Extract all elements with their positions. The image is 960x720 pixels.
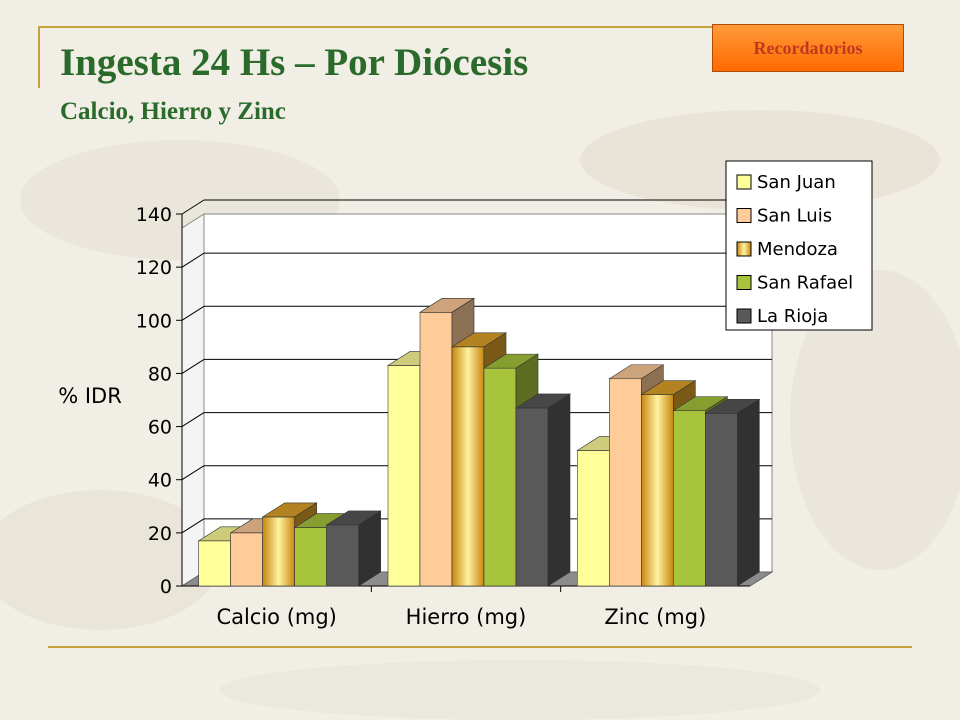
bar bbox=[704, 398, 761, 587]
x-category-label: Hierro (mg) bbox=[406, 605, 527, 629]
bottom-accent-rule bbox=[48, 646, 912, 648]
bar-front bbox=[451, 346, 485, 587]
bar-front bbox=[294, 527, 327, 587]
bar-front bbox=[326, 524, 359, 587]
y-tick-label: 20 bbox=[148, 523, 172, 545]
bar-front bbox=[641, 394, 674, 587]
gridline-side bbox=[181, 359, 205, 374]
bar-front bbox=[577, 450, 610, 587]
legend-swatch bbox=[736, 241, 752, 257]
y-tick-label: 120 bbox=[136, 257, 172, 279]
legend-label: San Rafael bbox=[757, 273, 853, 294]
y-axis-label: % IDR bbox=[58, 384, 122, 408]
bar-side bbox=[547, 393, 571, 587]
y-tick-label: 0 bbox=[160, 576, 172, 598]
title-accent-rule-horizontal bbox=[38, 26, 728, 28]
bar-front bbox=[230, 532, 263, 587]
y-tick-label: 140 bbox=[136, 204, 172, 226]
bar-front bbox=[609, 378, 642, 587]
bar-front bbox=[419, 312, 453, 587]
recordatorios-button[interactable]: Recordatorios bbox=[712, 24, 904, 72]
bar-front bbox=[515, 407, 549, 587]
legend-label: La Rioja bbox=[757, 306, 828, 327]
legend-swatch bbox=[736, 208, 752, 223]
x-category-label: Calcio (mg) bbox=[216, 605, 336, 629]
bar bbox=[325, 510, 382, 587]
gridline-side bbox=[181, 305, 205, 321]
legend-swatch bbox=[736, 308, 752, 324]
legend-swatch bbox=[736, 174, 752, 190]
legend-swatch bbox=[736, 275, 752, 290]
bar-side bbox=[358, 510, 381, 587]
bar-front bbox=[483, 367, 517, 587]
x-category-label: Zinc (mg) bbox=[604, 605, 706, 629]
title-accent-rule-vertical bbox=[38, 26, 40, 88]
legend-label: San Juan bbox=[757, 172, 836, 193]
legend-label: Mendoza bbox=[757, 239, 838, 260]
bar-front bbox=[262, 516, 295, 587]
bar-front bbox=[673, 410, 706, 587]
bar bbox=[514, 393, 572, 587]
bar-front bbox=[387, 365, 421, 587]
gridline-side bbox=[181, 465, 205, 481]
y-tick-label: 100 bbox=[136, 310, 172, 332]
gridline-side bbox=[181, 199, 205, 215]
bar-front bbox=[705, 412, 738, 587]
bar-side bbox=[737, 398, 760, 587]
page-title: Ingesta 24 Hs – Por Diócesis bbox=[60, 41, 529, 84]
y-tick-label: 40 bbox=[148, 470, 172, 492]
page-subtitle: Calcio, Hierro y Zinc bbox=[60, 98, 286, 125]
y-tick-label: 80 bbox=[148, 363, 172, 385]
legend-label: San Luis bbox=[757, 206, 832, 227]
gridline-side bbox=[181, 412, 205, 427]
bar-front bbox=[198, 540, 231, 587]
gridline-side bbox=[181, 518, 205, 534]
y-tick-label: 60 bbox=[148, 417, 172, 439]
gridline-side bbox=[181, 252, 205, 268]
